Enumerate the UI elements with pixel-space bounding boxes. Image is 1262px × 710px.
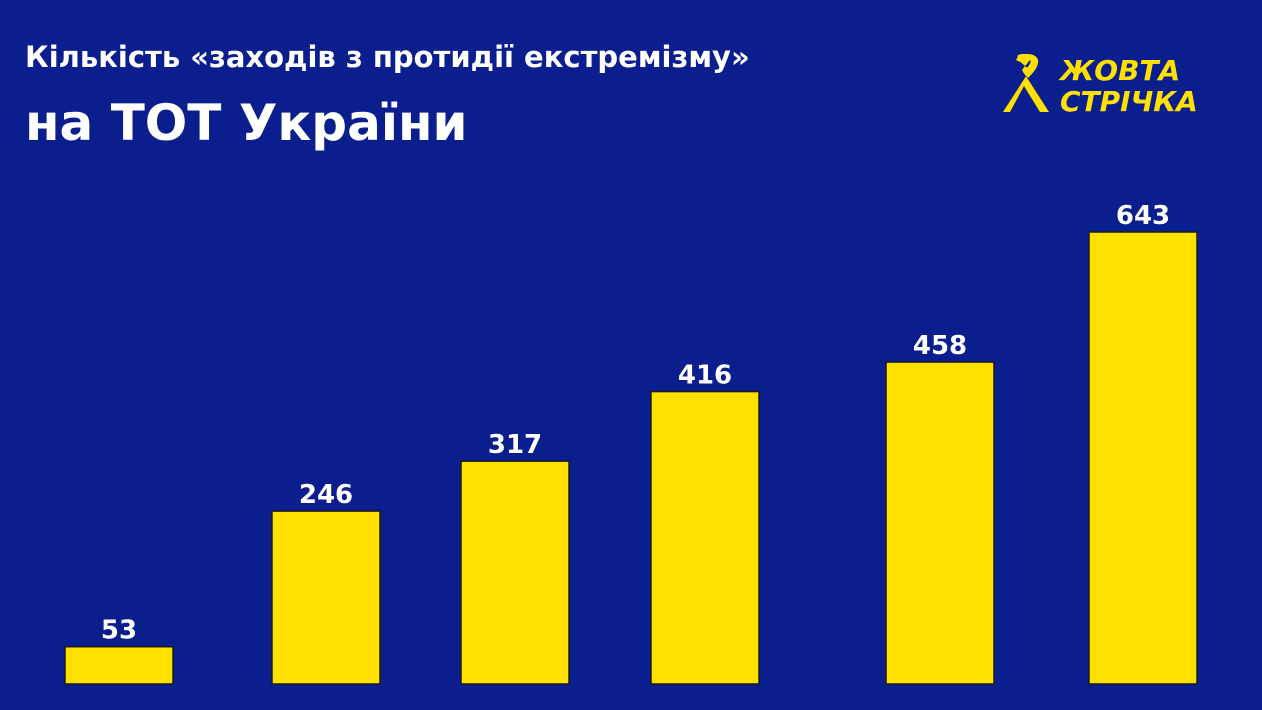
value-label: 53 <box>101 616 137 646</box>
logo: ЖОВТА СТРІЧКА <box>1003 54 1198 118</box>
logo-text: ЖОВТА <box>1058 54 1180 87</box>
bar <box>650 390 760 685</box>
chart-subtitle: на ТОТ України <box>25 94 468 152</box>
bar <box>460 460 570 685</box>
bar <box>885 361 995 685</box>
logo-text: СТРІЧКА <box>1060 85 1198 118</box>
value-label: 416 <box>678 361 732 391</box>
bar <box>1088 231 1198 685</box>
value-label: 317 <box>488 430 542 460</box>
value-label: 643 <box>1116 201 1170 231</box>
value-label: 458 <box>913 331 967 361</box>
bar <box>271 510 381 685</box>
bar <box>64 645 174 685</box>
chart-title: Кількість «заходів з протидії екстремізм… <box>25 40 750 74</box>
ribbon-icon <box>1003 54 1049 112</box>
ribbon-loop <box>1016 54 1039 78</box>
value-label: 246 <box>299 480 353 510</box>
